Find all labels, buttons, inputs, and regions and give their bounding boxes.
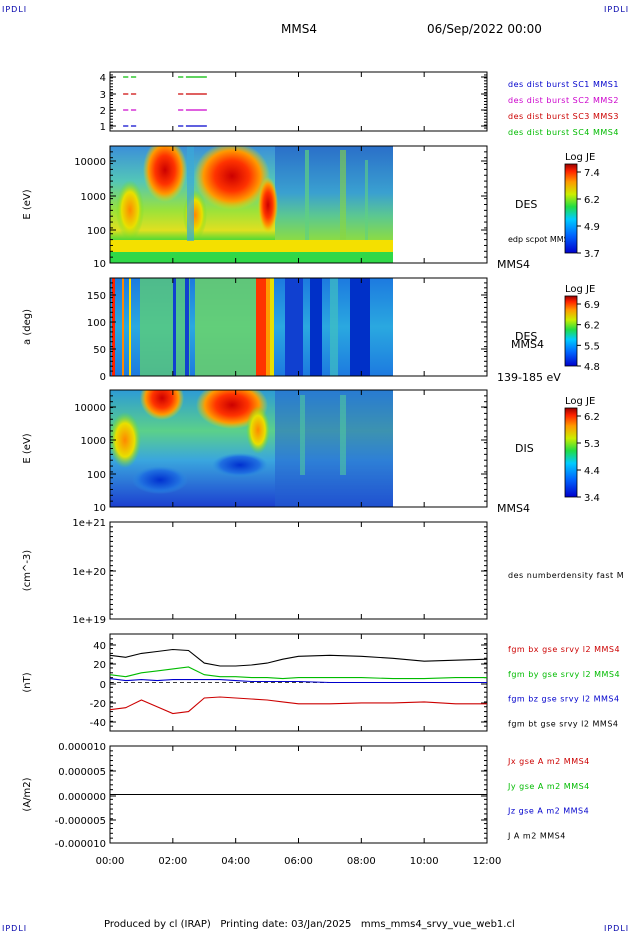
y-tick-label: 1e+20 (72, 567, 106, 578)
colorbar-tick-label: 6.2 (584, 195, 600, 206)
colorbar-tick-label: 6.2 (584, 412, 600, 423)
x-tick-label: 08:00 (347, 856, 376, 867)
series-line (109, 696, 487, 715)
colorbar-tick-label: 7.4 (584, 168, 600, 179)
panel-instrument-label: DIS (515, 442, 534, 455)
series-line (109, 666, 487, 680)
colorbar-tick-label: 4.9 (584, 222, 600, 233)
panel-sub-label: edp scpot MMS4 (508, 235, 574, 244)
legend-entry: Jz gse A m2 MMS4 (507, 807, 589, 816)
y-tick-label: 150 (87, 291, 106, 302)
colorbar-tick-label: 5.3 (584, 439, 600, 450)
panel-frame-density (109, 521, 488, 620)
corner-label-top-right: IPDLI (604, 5, 630, 14)
y-axis-label: a (deg) (22, 309, 33, 345)
x-tick-label: 10:00 (410, 856, 439, 867)
colorbar-tick-label: 3.7 (584, 249, 600, 260)
legend-entry: des dist burst SC2 MMS2 (508, 96, 619, 105)
y-tick-label: -20 (90, 699, 106, 710)
series-line (109, 648, 488, 667)
legend-entry: des dist burst SC3 MMS3 (508, 112, 619, 121)
colorbar-title: Log JE (565, 152, 595, 163)
des-energy-spectrogram (110, 146, 393, 263)
panel-bottom-label: MMS4 (497, 502, 530, 515)
x-tick-label: 04:00 (221, 856, 250, 867)
x-tick-label: 00:00 (96, 856, 125, 867)
y-axis-label: E (eV) (22, 189, 33, 219)
y-tick-label: 10000 (74, 157, 106, 168)
y-tick-label: 3 (100, 90, 106, 101)
y-tick-label: -0.000010 (55, 839, 106, 850)
y-tick-label: 50 (93, 345, 106, 356)
y-tick-label: 0.000010 (58, 742, 106, 753)
colorbar-tick-label: 4.8 (584, 362, 600, 373)
y-tick-label: 1000 (81, 436, 106, 447)
y-axis-label: (cm^-3) (22, 550, 33, 591)
panel-instrument-label: DES (515, 198, 537, 211)
y-tick-label: -40 (90, 718, 106, 729)
y-tick-label: 0.000000 (58, 792, 106, 803)
legend-entry: des dist burst SC1 MMS1 (508, 80, 619, 89)
colorbar-tick-label: 6.2 (584, 321, 600, 332)
y-tick-label: 0 (100, 680, 106, 691)
dis-energy-spectrogram (110, 390, 393, 507)
y-tick-label: 0 (100, 372, 106, 383)
y-tick-label: 0.000005 (58, 767, 106, 778)
y-tick-label: 1e+21 (72, 518, 106, 529)
y-axis-label: (A/m2) (22, 777, 33, 811)
series-line (109, 678, 487, 684)
legend-entry: fgm by gse srvy l2 MMS4 (508, 670, 620, 679)
legend-entry: J A m2 MMS4 (507, 832, 566, 841)
panel-instrument-label: DES (515, 330, 537, 343)
y-tick-label: -0.000005 (55, 816, 106, 827)
colorbar-tick-label: 3.4 (584, 493, 600, 504)
colorbar-tick-label: 6.9 (584, 300, 600, 311)
legend-entry: des numberdensity fast M (508, 571, 624, 580)
colorbar-tick-label: 5.5 (584, 341, 600, 352)
y-axis-label: E (eV) (22, 433, 33, 463)
y-tick-label: 1 (100, 122, 106, 133)
corner-label-bottom-left: IPDLI (2, 924, 28, 933)
y-tick-label: 2 (100, 106, 106, 117)
x-tick-label: 06:00 (284, 856, 313, 867)
y-tick-label: 40 (93, 641, 106, 652)
y-tick-label: 1e+19 (72, 615, 106, 626)
legend-entry: Jy gse A m2 MMS4 (507, 782, 590, 791)
des-pitch-spectrogram (110, 278, 393, 376)
corner-label-bottom-right: IPDLI (604, 924, 630, 933)
y-tick-label: 10 (93, 503, 106, 514)
y-tick-label: 10000 (74, 403, 106, 414)
colorbar-title: Log JE (565, 396, 595, 407)
colorbar (564, 407, 578, 498)
panel-sub-label: MMS4 (511, 338, 544, 351)
legend-entry: fgm bt gse srvy l2 MMS4 (508, 720, 619, 729)
y-tick-label: 100 (87, 470, 106, 481)
spacecraft-title: MMS4 (281, 22, 317, 36)
y-tick-label: 20 (93, 660, 106, 671)
x-tick-label: 12:00 (473, 856, 502, 867)
colorbar-tick-label: 4.4 (584, 466, 600, 477)
panel-bottom-label: MMS4 (497, 258, 530, 271)
legend-entry: des dist burst SC4 MMS4 (508, 128, 619, 137)
panel-bottom-label: 139-185 eV (497, 371, 561, 384)
panel-frame-burst (109, 71, 488, 132)
legend-entry: fgm bx gse srvy l2 MMS4 (508, 645, 620, 654)
corner-label-top-left: IPDLI (2, 5, 28, 14)
colorbar (564, 163, 578, 254)
legend-entry: fgm bz gse srvy l2 MMS4 (508, 695, 620, 704)
colorbar-title: Log JE (565, 284, 595, 295)
y-tick-label: 4 (100, 73, 106, 84)
date-title: 06/Sep/2022 00:00 (427, 22, 542, 36)
y-tick-label: 100 (87, 226, 106, 237)
colorbar (564, 295, 578, 367)
y-tick-label: 100 (87, 318, 106, 329)
y-axis-label: (nT) (22, 672, 33, 692)
footer-text: Produced by cl (IRAP) Printing date: 03/… (104, 919, 515, 930)
y-tick-label: 10 (93, 259, 106, 270)
legend-entry: Jx gse A m2 MMS4 (507, 757, 590, 766)
y-tick-label: 1000 (81, 192, 106, 203)
x-tick-label: 02:00 (158, 856, 187, 867)
